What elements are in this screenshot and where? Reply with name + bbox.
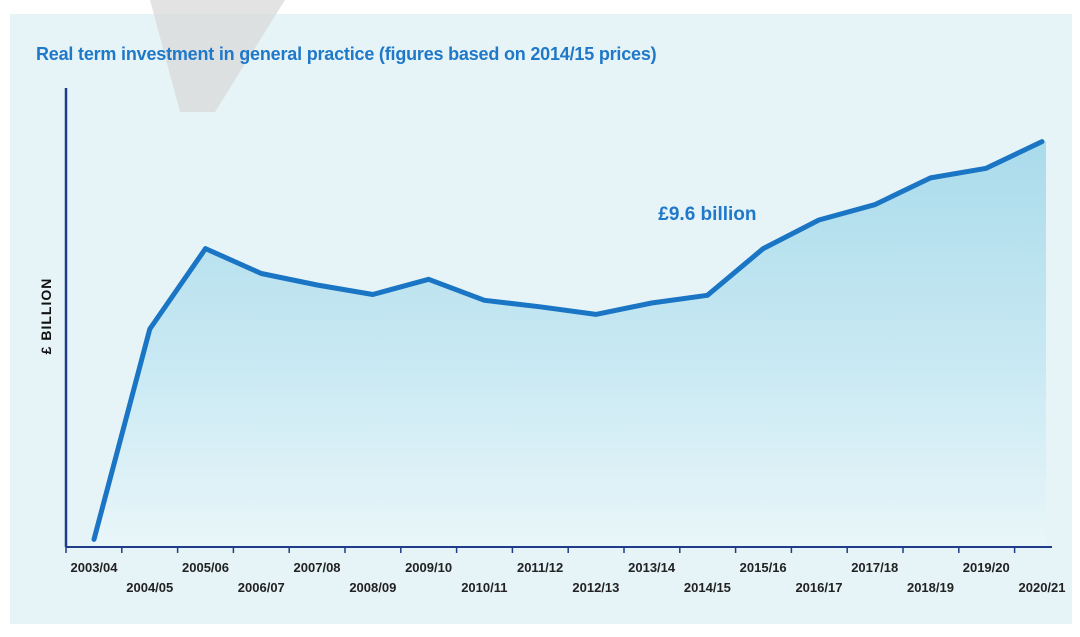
x-tick-label: 2008/09 [349, 580, 396, 595]
x-tick-label: 2007/08 [294, 560, 341, 575]
x-tick-label: 2012/13 [572, 580, 619, 595]
y-axis-label: £ BILLION [38, 278, 54, 355]
annotation-label: £9.6 billion [658, 204, 756, 225]
x-tick-label: 2019/20 [963, 560, 1010, 575]
x-tick-label: 2004/05 [126, 580, 173, 595]
x-tick-label: 2013/14 [628, 560, 676, 575]
x-tick-label: 2009/10 [405, 560, 452, 575]
series-area [94, 141, 1046, 546]
x-tick-label: 2011/12 [517, 560, 563, 575]
x-tick-label: 2016/17 [795, 580, 842, 595]
x-tick-label: 2020/21 [1019, 580, 1066, 595]
x-tick-label: 2015/16 [740, 560, 787, 575]
x-tick-label: 2010/11 [461, 580, 507, 595]
x-tick-label: 2018/19 [907, 580, 954, 595]
x-tick-label: 2006/07 [238, 580, 285, 595]
watermark-shape [150, 0, 285, 112]
x-tick-label: 2003/04 [71, 560, 119, 575]
x-tick-label: 2014/15 [684, 580, 731, 595]
x-tick-label: 2017/18 [851, 560, 898, 575]
chart-title: Real term investment in general practice… [36, 44, 657, 64]
series-line [91, 139, 1045, 542]
x-tick-marks [65, 547, 1016, 553]
x-tick-label: 2005/06 [182, 560, 229, 575]
x-tick-labels: 2003/04 2004/05 2005/06 2006/07 2007/08 2008/… [71, 560, 1066, 595]
